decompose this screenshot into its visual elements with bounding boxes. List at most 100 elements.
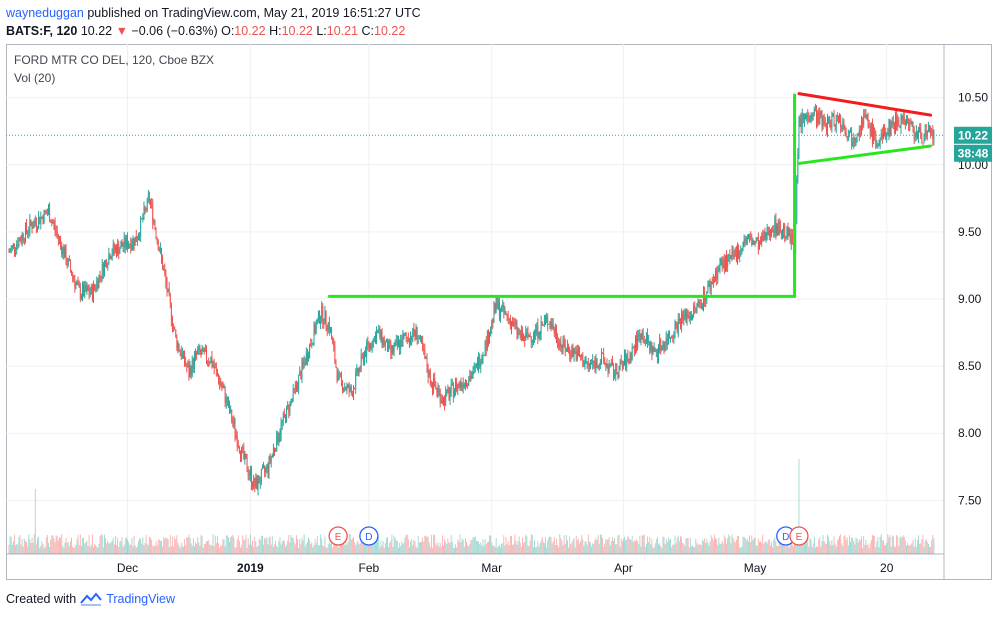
- volume-bar: [471, 539, 473, 554]
- volume-bar: [247, 538, 249, 554]
- candle-body: [800, 118, 802, 128]
- volume-bar: [399, 542, 401, 554]
- candle-body: [694, 306, 696, 308]
- candle-body: [254, 477, 256, 489]
- volume-bar: [492, 545, 494, 554]
- candle-body: [264, 466, 266, 472]
- candle-body: [357, 368, 359, 375]
- footer-brand-link[interactable]: TradingView: [106, 592, 175, 606]
- volume-bar: [320, 534, 322, 554]
- candle-body: [830, 122, 832, 128]
- candle-body: [259, 482, 261, 484]
- candle-body: [464, 380, 466, 385]
- candle-body: [243, 448, 245, 459]
- volume-bar: [80, 545, 82, 554]
- volume-bar: [334, 538, 336, 554]
- volume-bar: [557, 545, 559, 554]
- candle-body: [70, 260, 71, 271]
- volume-bar: [41, 541, 43, 554]
- volume-bar: [704, 538, 706, 554]
- author-link[interactable]: wayneduggan: [6, 6, 84, 20]
- time-axis[interactable]: Dec 2019 Feb Mar Apr May 20: [117, 561, 894, 575]
- candle-body: [911, 121, 913, 124]
- candle-body: [537, 324, 539, 338]
- volume-bar: [409, 547, 410, 554]
- volume-bar: [695, 538, 697, 554]
- candle-body: [633, 348, 635, 351]
- volume-bar: [204, 543, 206, 554]
- volume-bar: [489, 535, 490, 554]
- volume-bar: [358, 544, 360, 554]
- volume-bar: [484, 539, 486, 554]
- volume-bar: [840, 534, 842, 554]
- candle-body: [200, 351, 202, 355]
- candle-body: [798, 121, 800, 154]
- candle-body: [178, 343, 180, 351]
- volume-bar: [236, 539, 238, 554]
- volume-bar: [833, 536, 835, 554]
- legend-title: FORD MTR CO DEL, 120, Cboe BZX: [14, 53, 214, 67]
- candle-body: [244, 453, 246, 459]
- volume-bar: [10, 537, 12, 554]
- candle-body: [246, 458, 248, 472]
- volume-bar: [23, 538, 25, 554]
- candle-body: [49, 208, 51, 222]
- volume-bar: [467, 544, 469, 554]
- volume-bar: [659, 543, 661, 554]
- volume-bar: [663, 536, 665, 554]
- volume-bar: [276, 545, 278, 554]
- volume-bar: [569, 536, 571, 554]
- volume-bar: [672, 544, 674, 554]
- volume-bar: [687, 537, 689, 554]
- candle-body: [220, 381, 222, 386]
- candle-body: [166, 282, 168, 292]
- volume-bar: [379, 547, 381, 554]
- candle-body: [929, 127, 930, 129]
- candle-body: [232, 421, 234, 424]
- volume-bar: [83, 538, 85, 554]
- trendlines[interactable]: [327, 92, 933, 298]
- volume-bar: [337, 547, 339, 554]
- candle-body: [858, 130, 860, 136]
- candle-body: [37, 227, 38, 228]
- candle-body: [113, 244, 115, 251]
- candle-body: [133, 238, 135, 246]
- volume-bar: [789, 539, 791, 554]
- volume-bar: [28, 534, 30, 554]
- candle-body: [207, 360, 209, 362]
- candle-body: [402, 335, 404, 347]
- volume-bar: [850, 541, 851, 554]
- volume-bar: [210, 545, 212, 554]
- volume-bar: [213, 546, 215, 554]
- candle-body: [653, 348, 655, 352]
- candle-body: [782, 231, 783, 235]
- volume-bar: [922, 535, 924, 554]
- candle-body: [562, 338, 564, 349]
- candle-body: [302, 361, 304, 364]
- volume-bar: [662, 536, 664, 554]
- candle-body: [330, 328, 331, 331]
- candle-body: [862, 120, 864, 126]
- volume-bar: [518, 536, 520, 554]
- volume-bar: [436, 545, 438, 554]
- volume-bar: [441, 535, 443, 554]
- candle-body: [602, 353, 604, 354]
- candle-body: [203, 347, 205, 352]
- volume-bar: [625, 540, 627, 554]
- candle-body: [485, 340, 487, 350]
- volume-bar: [176, 535, 178, 554]
- volume-bar: [356, 542, 358, 554]
- volume-bar: [89, 546, 91, 554]
- volume-bar: [469, 543, 471, 554]
- volume-bar: [660, 545, 662, 554]
- candle-body: [312, 343, 314, 345]
- volume-bar: [227, 536, 229, 554]
- candle-body: [375, 336, 376, 344]
- volume-bar: [626, 539, 628, 554]
- volume-bar: [198, 542, 200, 554]
- candle-body: [424, 350, 426, 359]
